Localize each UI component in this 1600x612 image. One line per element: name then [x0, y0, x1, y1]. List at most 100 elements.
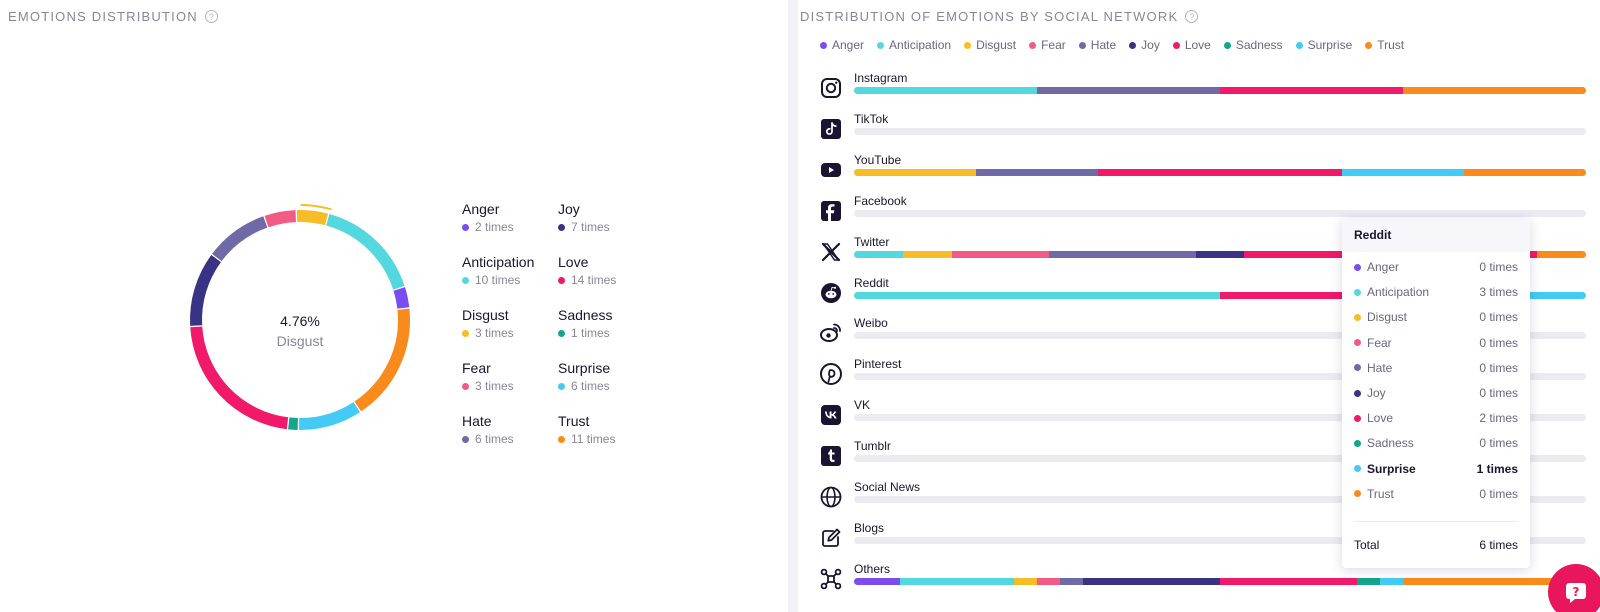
help-chat-button[interactable]: ?	[1548, 564, 1600, 612]
bar-segment-disgust[interactable]	[1014, 577, 1037, 585]
network-stacked-bar[interactable]	[854, 577, 1586, 585]
network-row-pinterest[interactable]: Pinterest	[818, 357, 1588, 397]
legend-dot	[462, 276, 469, 284]
bar-segment-hate[interactable]	[976, 168, 1098, 176]
bar-segment-surprise[interactable]	[1380, 577, 1403, 585]
legend-item-joy[interactable]: Joy 7 times	[558, 201, 658, 234]
network-row-youtube[interactable]: YouTube	[818, 153, 1588, 193]
series-legend-disgust[interactable]: Disgust	[964, 38, 1016, 52]
bar-segment-hate[interactable]	[1059, 577, 1083, 585]
network-stacked-bar[interactable]	[854, 414, 1586, 422]
tooltip-row-surprise: Surprise 1 times	[1354, 460, 1518, 478]
donut-slice-anticipation[interactable]	[326, 213, 405, 290]
emotions-donut-chart[interactable]	[180, 200, 420, 440]
bar-segment-hate[interactable]	[1037, 87, 1220, 94]
network-stacked-bar[interactable]	[854, 373, 1586, 381]
network-stacked-bar[interactable]	[854, 127, 1586, 135]
help-icon[interactable]: ?	[204, 10, 218, 23]
donut-slice-joy[interactable]	[190, 255, 222, 326]
donut-slice-anger[interactable]	[393, 287, 410, 309]
series-legend-label: Trust	[1377, 38, 1405, 52]
network-stacked-bar[interactable]	[854, 455, 1586, 463]
bar-segment-disgust[interactable]	[854, 168, 976, 176]
series-legend-sadness[interactable]: Sadness	[1223, 38, 1283, 52]
network-row-others[interactable]: Others	[818, 562, 1588, 602]
network-row-tiktok[interactable]: TikTok	[818, 112, 1588, 152]
bar-segment-joy[interactable]	[1195, 250, 1245, 258]
bar-segment-anticipation[interactable]	[854, 87, 1037, 94]
network-row-facebook[interactable]: Facebook	[818, 194, 1588, 234]
legend-item-fear[interactable]: Fear 3 times	[462, 360, 562, 393]
network-row-weibo[interactable]: Weibo	[818, 316, 1588, 356]
tooltip-row-label: Hate	[1367, 360, 1393, 375]
series-legend-trust[interactable]: Trust	[1365, 38, 1404, 52]
network-row-blogs[interactable]: Blogs	[818, 521, 1588, 561]
series-legend-joy[interactable]: Joy	[1129, 38, 1160, 52]
tooltip-dot	[1354, 263, 1361, 271]
legend-item-anticipation[interactable]: Anticipation 10 times	[462, 254, 562, 287]
series-legend-label: Sadness	[1235, 38, 1283, 52]
network-stacked-bar[interactable]	[854, 168, 1586, 176]
legend-item-name: Anger	[462, 201, 500, 217]
tooltip-row-value: 1 times	[1476, 461, 1518, 476]
bar-segment-trust[interactable]	[1464, 168, 1586, 176]
series-legend-anticipation[interactable]: Anticipation	[877, 38, 951, 52]
series-legend-label: Surprise	[1307, 38, 1353, 52]
legend-item-trust[interactable]: Trust 11 times	[558, 413, 658, 446]
series-legend-label: Love	[1184, 38, 1211, 52]
legend-item-disgust[interactable]: Disgust 3 times	[462, 307, 562, 340]
bar-segment-love[interactable]	[1220, 577, 1358, 585]
globe-icon	[818, 484, 844, 510]
legend-item-hate[interactable]: Hate 6 times	[462, 413, 562, 446]
bar-segment-anticipation[interactable]	[854, 291, 1220, 299]
bar-segment-anger[interactable]	[854, 577, 900, 585]
series-legend-surprise[interactable]: Surprise	[1295, 38, 1353, 52]
bar-segment-fear[interactable]	[951, 250, 1050, 258]
tooltip-row-love: Love 2 times	[1354, 409, 1518, 427]
bar-segment-trust[interactable]	[1537, 250, 1586, 258]
bar-segment-love[interactable]	[1220, 87, 1403, 94]
bar-segment-sadness[interactable]	[1357, 577, 1381, 585]
donut-slice-fear[interactable]	[264, 210, 297, 228]
bar-segment-disgust[interactable]	[902, 250, 952, 258]
donut-slice-surprise[interactable]	[298, 402, 361, 430]
legend-item-love[interactable]: Love 14 times	[558, 254, 658, 287]
bar-segment-trust[interactable]	[1403, 577, 1586, 585]
network-row-social-news[interactable]: Social News	[818, 480, 1588, 520]
network-stacked-bar[interactable]	[854, 209, 1586, 217]
series-legend-hate[interactable]: Hate	[1078, 38, 1116, 52]
tooltip-row-label: Surprise	[1367, 461, 1416, 476]
network-row-vk[interactable]: VK	[818, 398, 1588, 438]
donut-slice-hate[interactable]	[212, 216, 268, 262]
series-legend-fear[interactable]: Fear	[1029, 38, 1066, 52]
series-legend-love[interactable]: Love	[1172, 38, 1211, 52]
legend-item-count-text: 2 times	[475, 220, 514, 234]
emotions-distribution-panel: EMOTIONS DISTRIBUTION ?	[0, 0, 788, 612]
tooltip-row-anger: Anger 0 times	[1354, 258, 1518, 276]
network-name: Pinterest	[854, 357, 902, 372]
bar-segment-trust[interactable]	[1403, 87, 1586, 94]
donut-slice-disgust[interactable]	[296, 210, 329, 226]
tooltip-row-sadness: Sadness 0 times	[1354, 434, 1518, 452]
network-stacked-bar[interactable]	[854, 496, 1586, 503]
bar-segment-love[interactable]	[1098, 168, 1342, 176]
bar-segment-fear[interactable]	[1037, 577, 1060, 585]
legend-item-sadness[interactable]: Sadness 1 times	[558, 307, 658, 340]
bar-segment-hate[interactable]	[1049, 250, 1196, 258]
network-stacked-bar[interactable]	[854, 87, 1586, 94]
network-row-tumblr[interactable]: Tumblr	[818, 439, 1588, 479]
donut-slice-sadness[interactable]	[288, 417, 298, 430]
legend-item-anger[interactable]: Anger 2 times	[462, 201, 562, 234]
bar-segment-anticipation[interactable]	[899, 577, 1015, 585]
donut-slice-trust[interactable]	[354, 308, 410, 412]
bar-segment-joy[interactable]	[1082, 577, 1220, 585]
bar-segment-anticipation[interactable]	[854, 250, 903, 258]
help-icon[interactable]: ?	[1185, 10, 1199, 23]
donut-slice-love[interactable]	[190, 326, 289, 430]
network-stacked-bar[interactable]	[854, 536, 1586, 544]
bar-segment-surprise[interactable]	[1342, 168, 1464, 176]
network-stacked-bar[interactable]	[854, 332, 1586, 340]
network-row-instagram[interactable]: Instagram	[818, 71, 1588, 111]
series-legend-anger[interactable]: Anger	[820, 38, 864, 52]
legend-item-surprise[interactable]: Surprise 6 times	[558, 360, 658, 393]
